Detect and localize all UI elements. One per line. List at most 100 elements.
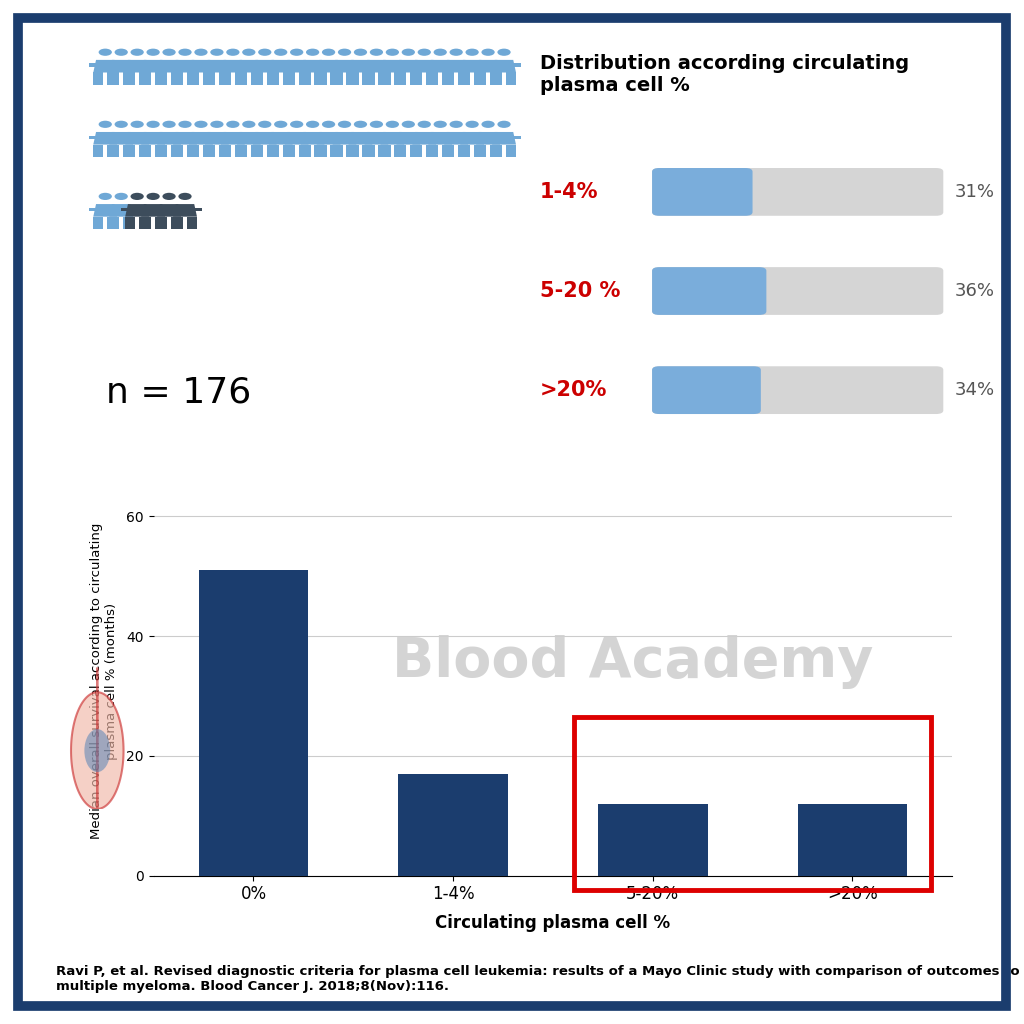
Polygon shape (314, 73, 325, 85)
Ellipse shape (115, 121, 128, 128)
Text: >20%: >20% (540, 380, 607, 400)
Polygon shape (186, 144, 197, 158)
Polygon shape (359, 63, 393, 68)
Polygon shape (189, 73, 199, 85)
FancyBboxPatch shape (652, 267, 766, 315)
Ellipse shape (98, 121, 112, 128)
Ellipse shape (195, 121, 208, 128)
Polygon shape (139, 144, 150, 158)
Polygon shape (173, 73, 183, 85)
Polygon shape (104, 63, 138, 68)
Polygon shape (396, 59, 420, 73)
Ellipse shape (306, 121, 319, 128)
Polygon shape (424, 63, 457, 68)
Polygon shape (312, 63, 345, 68)
Polygon shape (186, 73, 197, 85)
Polygon shape (110, 144, 120, 158)
Polygon shape (173, 204, 197, 217)
Polygon shape (125, 204, 150, 217)
Polygon shape (173, 132, 197, 144)
Polygon shape (157, 132, 181, 144)
Polygon shape (365, 144, 375, 158)
Polygon shape (458, 144, 468, 158)
Polygon shape (283, 144, 293, 158)
Polygon shape (476, 144, 486, 158)
Polygon shape (93, 59, 117, 73)
FancyBboxPatch shape (652, 168, 943, 216)
FancyBboxPatch shape (652, 367, 761, 414)
Polygon shape (121, 63, 154, 68)
Ellipse shape (163, 48, 176, 56)
Bar (398, 774, 508, 876)
Ellipse shape (163, 121, 176, 128)
Polygon shape (71, 668, 124, 809)
Polygon shape (221, 144, 231, 158)
Polygon shape (348, 59, 373, 73)
Polygon shape (413, 59, 436, 73)
Polygon shape (365, 73, 375, 85)
Ellipse shape (274, 48, 288, 56)
Polygon shape (251, 73, 261, 85)
Polygon shape (171, 144, 181, 158)
Polygon shape (251, 144, 261, 158)
Polygon shape (125, 132, 150, 144)
Polygon shape (392, 63, 425, 68)
Ellipse shape (178, 48, 191, 56)
Ellipse shape (274, 121, 288, 128)
Polygon shape (125, 144, 135, 158)
Polygon shape (221, 59, 245, 73)
Ellipse shape (386, 48, 399, 56)
Polygon shape (219, 73, 229, 85)
Text: 1-4%: 1-4% (540, 182, 598, 202)
Polygon shape (186, 217, 197, 229)
Polygon shape (141, 204, 165, 217)
Polygon shape (189, 59, 213, 73)
Ellipse shape (386, 121, 399, 128)
Polygon shape (268, 144, 279, 158)
Polygon shape (108, 144, 117, 158)
Polygon shape (189, 144, 199, 158)
FancyBboxPatch shape (652, 168, 753, 216)
Ellipse shape (354, 121, 367, 128)
Polygon shape (173, 59, 197, 73)
Polygon shape (296, 135, 329, 139)
Polygon shape (237, 59, 261, 73)
Polygon shape (153, 208, 185, 211)
Polygon shape (474, 73, 484, 85)
Polygon shape (489, 144, 500, 158)
Polygon shape (168, 63, 202, 68)
Ellipse shape (338, 121, 351, 128)
Polygon shape (314, 144, 325, 158)
Bar (598, 804, 708, 876)
Ellipse shape (195, 48, 208, 56)
FancyBboxPatch shape (652, 367, 943, 414)
Ellipse shape (178, 193, 191, 200)
Text: 34%: 34% (954, 381, 994, 399)
Polygon shape (285, 73, 295, 85)
Polygon shape (285, 144, 295, 158)
Ellipse shape (258, 121, 271, 128)
Polygon shape (493, 59, 516, 73)
Polygon shape (408, 63, 441, 68)
Polygon shape (316, 59, 341, 73)
Polygon shape (362, 144, 373, 158)
Polygon shape (110, 59, 133, 73)
Polygon shape (346, 144, 356, 158)
Polygon shape (283, 73, 293, 85)
Ellipse shape (146, 48, 160, 56)
Polygon shape (141, 73, 152, 85)
Polygon shape (205, 132, 229, 144)
Text: Distribution according circulating
plasma cell %: Distribution according circulating plasm… (540, 54, 908, 95)
Polygon shape (394, 73, 404, 85)
Polygon shape (104, 135, 138, 139)
Polygon shape (396, 132, 420, 144)
Polygon shape (121, 135, 154, 139)
Ellipse shape (418, 48, 431, 56)
Polygon shape (408, 135, 441, 139)
Polygon shape (189, 132, 213, 144)
Polygon shape (89, 208, 122, 211)
Polygon shape (428, 73, 438, 85)
Y-axis label: Median overall survival according to circulating
plasma cell % (months): Median overall survival according to cir… (90, 523, 118, 839)
Polygon shape (333, 132, 356, 144)
Polygon shape (316, 144, 327, 158)
